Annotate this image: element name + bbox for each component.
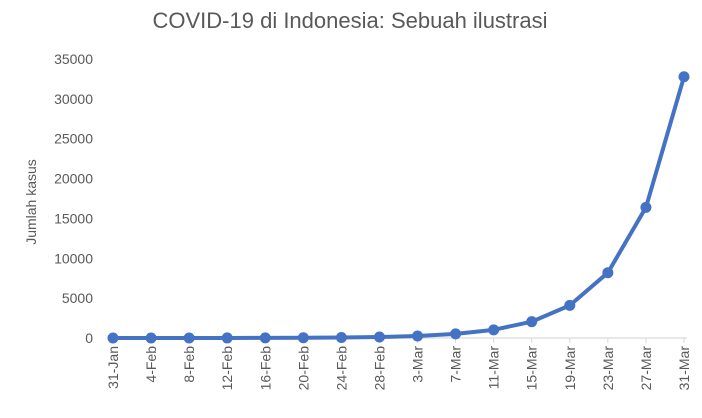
- data-point: [107, 332, 119, 344]
- x-tick-label: 16-Feb: [257, 346, 273, 391]
- y-axis-ticks: 0 5000 10000 15000 20000 25000 30000 35000: [54, 51, 93, 346]
- x-axis-ticks: 31-Jan 4-Feb 8-Feb 12-Feb 16-Feb 20-Feb 24-Feb…: [105, 338, 692, 390]
- x-tick-label: 20-Feb: [295, 346, 311, 391]
- x-tick-label: 8-Feb: [181, 346, 197, 383]
- x-tick-label: 27-Mar: [638, 346, 654, 391]
- data-point: [259, 332, 271, 344]
- x-tick-label: 3-Mar: [410, 346, 426, 383]
- data-point: [450, 328, 462, 340]
- data-point: [488, 324, 500, 336]
- y-axis-label: Jumlah kasus: [23, 159, 39, 245]
- chart-title: COVID-19 di Indonesia: Sebuah ilustrasi: [153, 8, 548, 33]
- x-tick-label: 31-Mar: [676, 346, 692, 391]
- data-point: [678, 71, 690, 83]
- data-point: [602, 267, 614, 279]
- x-tick-label: 24-Feb: [333, 346, 349, 391]
- x-tick-label: 31-Jan: [105, 346, 121, 389]
- data-point: [564, 299, 576, 311]
- y-tick-label: 5000: [62, 290, 93, 306]
- y-tick-label: 0: [85, 330, 93, 346]
- x-tick-label: 7-Mar: [448, 346, 464, 383]
- x-tick-label: 19-Mar: [562, 346, 578, 391]
- series-line: [111, 74, 686, 340]
- data-point: [373, 331, 385, 343]
- x-tick-label: 4-Feb: [143, 346, 159, 383]
- data-point: [640, 201, 652, 213]
- data-point: [145, 332, 157, 344]
- data-point: [335, 331, 347, 343]
- data-point: [183, 332, 195, 344]
- y-tick-label: 20000: [54, 171, 93, 187]
- y-tick-label: 25000: [54, 131, 93, 147]
- x-tick-label: 28-Feb: [371, 346, 387, 391]
- data-point: [221, 332, 233, 344]
- y-tick-label: 10000: [54, 250, 93, 266]
- data-points: [107, 71, 690, 344]
- y-tick-label: 15000: [54, 210, 93, 226]
- data-point: [526, 316, 538, 328]
- y-tick-label: 30000: [54, 91, 93, 107]
- data-point: [297, 332, 309, 344]
- x-tick-label: 11-Mar: [486, 346, 502, 390]
- x-tick-label: 23-Mar: [600, 346, 616, 391]
- data-point: [412, 330, 424, 342]
- y-tick-label: 35000: [54, 51, 93, 67]
- x-tick-label: 15-Mar: [524, 346, 540, 391]
- x-tick-label: 12-Feb: [219, 346, 235, 391]
